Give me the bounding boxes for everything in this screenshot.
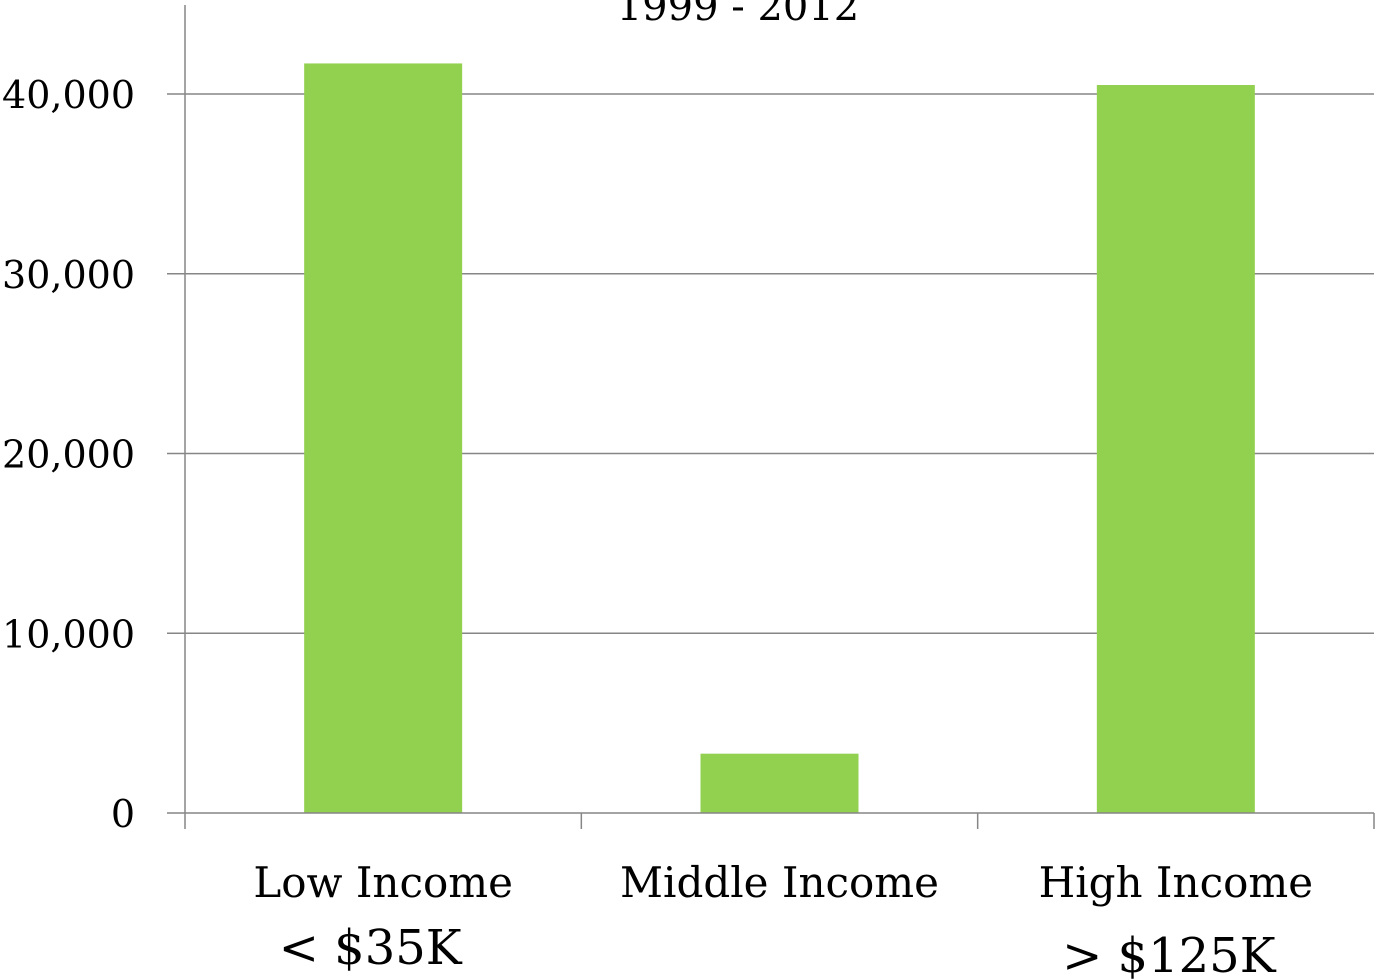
x-category-sublabel: > $125K <box>1062 928 1277 980</box>
x-category-labels: Low Income < $35K Middle Income High Income… <box>253 858 1313 980</box>
y-tick-label: 40,000 <box>2 73 135 117</box>
bar <box>304 63 463 813</box>
bar <box>1096 85 1255 813</box>
chart-title: 1999 - 2012 <box>617 0 860 30</box>
axes <box>167 5 1375 829</box>
x-category-label: Low Income <box>253 858 513 907</box>
bar <box>700 753 859 813</box>
y-tick-labels: 0 10,000 20,000 30,000 40,000 <box>2 73 135 836</box>
x-category-sublabel: < $35K <box>279 920 463 976</box>
y-tick-label: 20,000 <box>2 433 135 477</box>
x-category-label: High Income <box>1039 858 1313 907</box>
bars <box>304 63 1255 813</box>
x-category-label: Middle Income <box>620 858 939 907</box>
y-tick-label: 0 <box>111 792 135 836</box>
y-tick-label: 30,000 <box>2 253 135 297</box>
y-tick-label: 10,000 <box>2 612 135 656</box>
